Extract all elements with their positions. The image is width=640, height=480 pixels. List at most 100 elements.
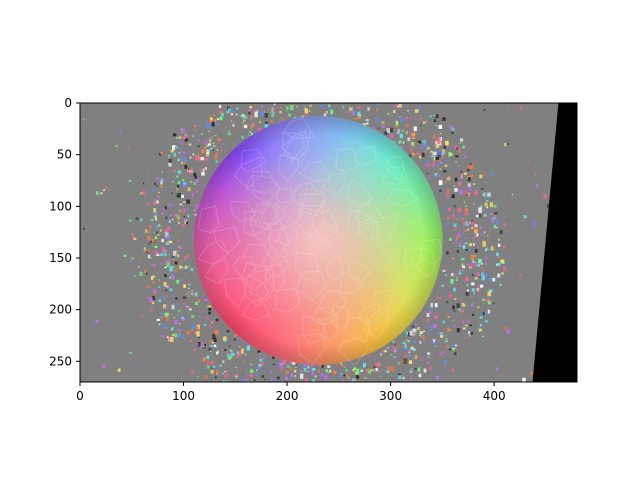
noise-speck — [321, 104, 324, 108]
noise-speck — [152, 275, 156, 278]
noise-speck — [477, 264, 480, 267]
noise-speck — [307, 366, 310, 369]
noise-speck — [258, 364, 262, 367]
noise-speck — [446, 301, 449, 304]
noise-speck — [184, 273, 187, 275]
noise-speck — [471, 221, 474, 225]
noise-speck — [213, 344, 217, 347]
noise-speck — [235, 375, 238, 378]
noise-speck — [220, 113, 224, 117]
noise-speck — [302, 110, 304, 111]
noise-speck — [532, 221, 537, 227]
noise-speck — [186, 170, 188, 173]
noise-speck — [171, 256, 174, 259]
noise-speck — [149, 297, 153, 303]
noise-speck — [461, 310, 464, 313]
noise-speck — [399, 116, 401, 117]
noise-speck — [246, 345, 250, 351]
noise-speck — [210, 117, 212, 120]
noise-speck — [214, 134, 217, 137]
noise-speck — [172, 180, 174, 183]
noise-speck — [177, 217, 180, 220]
noise-speck — [184, 138, 188, 142]
noise-speck — [180, 141, 183, 145]
noise-speck — [489, 289, 493, 293]
noise-speck — [180, 260, 183, 264]
noise-speck — [397, 105, 399, 107]
noise-speck — [484, 312, 487, 316]
noise-speck — [250, 116, 253, 120]
noise-speck — [490, 218, 494, 223]
sphere-facet — [229, 200, 257, 223]
noise-speck — [272, 107, 275, 111]
noise-speck — [230, 112, 232, 114]
noise-speck — [487, 196, 490, 199]
noise-speck — [237, 351, 241, 357]
noise-speck — [257, 127, 262, 131]
noise-speck — [447, 156, 450, 158]
noise-speck — [404, 380, 406, 382]
y-tick-label: 150 — [49, 251, 72, 265]
noise-speck — [464, 221, 469, 226]
noise-speck — [235, 366, 238, 369]
noise-speck — [200, 157, 204, 161]
noise-speck — [304, 108, 309, 114]
noise-speck — [181, 265, 183, 267]
noise-speck — [383, 121, 385, 123]
noise-speck — [179, 265, 182, 269]
noise-speck — [175, 136, 179, 140]
noise-speck — [473, 183, 476, 185]
noise-speck — [452, 320, 454, 322]
noise-speck — [408, 350, 412, 354]
noise-speck — [262, 357, 265, 360]
noise-speck — [208, 311, 211, 315]
noise-speck — [174, 158, 176, 160]
noise-speck — [222, 380, 225, 382]
noise-speck — [179, 157, 181, 160]
noise-speck — [207, 305, 212, 308]
noise-speck — [454, 351, 457, 356]
noise-speck — [183, 284, 186, 288]
noise-speck — [399, 133, 403, 139]
noise-speck — [183, 302, 186, 305]
noise-speck — [433, 119, 437, 123]
noise-speck — [248, 110, 251, 112]
noise-speck — [527, 160, 530, 163]
noise-speck — [164, 206, 167, 210]
noise-speck — [238, 346, 241, 348]
noise-speck — [450, 279, 454, 284]
noise-speck — [95, 319, 99, 323]
noise-speck — [285, 370, 289, 374]
noise-speck — [160, 151, 163, 154]
noise-speck — [425, 151, 426, 153]
noise-speck — [227, 356, 232, 360]
noise-speck — [183, 182, 187, 185]
noise-speck — [442, 189, 444, 191]
noise-speck — [419, 335, 422, 337]
noise-speck — [304, 115, 308, 119]
noise-speck — [468, 186, 472, 191]
noise-speck — [219, 364, 222, 367]
noise-speck — [158, 299, 161, 302]
noise-speck — [295, 366, 297, 368]
noise-speck — [216, 373, 218, 375]
noise-speck — [457, 208, 462, 213]
noise-speck — [523, 215, 527, 219]
noise-speck — [169, 266, 173, 272]
noise-speck — [480, 205, 483, 208]
noise-speck — [181, 128, 185, 133]
noise-speck — [468, 331, 471, 335]
noise-speck — [440, 332, 444, 338]
noise-speck — [439, 168, 442, 170]
noise-speck — [245, 353, 247, 356]
sphere-facet — [357, 303, 381, 326]
noise-speck — [163, 304, 167, 309]
noise-speck — [422, 335, 425, 339]
noise-speck — [216, 318, 219, 322]
noise-speck — [454, 227, 457, 230]
noise-speck — [181, 161, 184, 164]
noise-speck — [375, 357, 376, 358]
noise-speck — [277, 365, 280, 367]
sphere-facet — [353, 144, 377, 168]
